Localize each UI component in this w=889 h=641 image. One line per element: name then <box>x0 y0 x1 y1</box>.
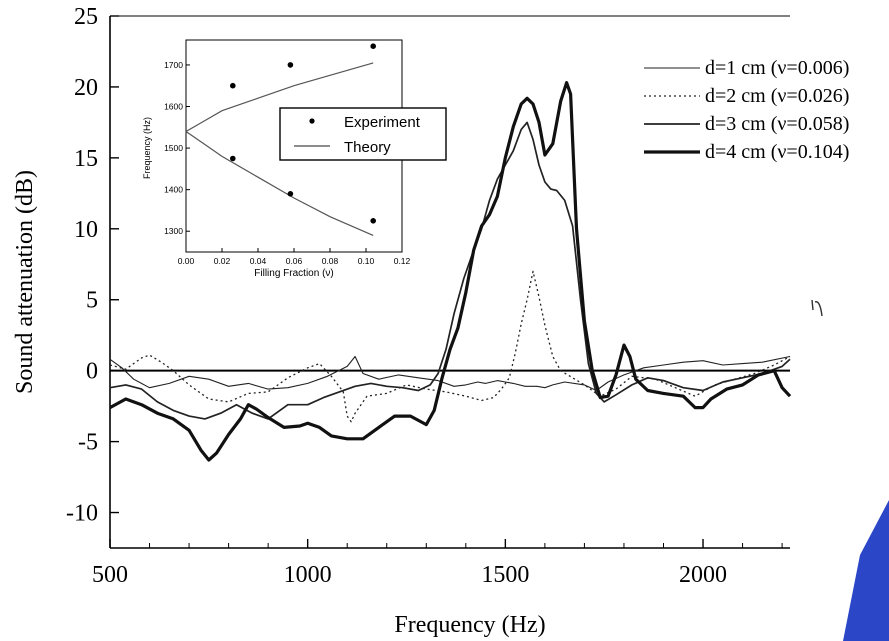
decorative-corner-shape <box>843 500 889 641</box>
inset-legend-box <box>279 107 447 161</box>
main-x-tick-label: 1500 <box>481 562 529 588</box>
inset-y-label: Frequency (Hz) <box>142 117 152 179</box>
main-x-tick-label: 500 <box>92 562 128 588</box>
inset-experiment-point <box>287 62 294 68</box>
main-series <box>109 81 792 462</box>
inset-legend: Experiment Theory <box>279 107 447 161</box>
series-line-1 <box>109 355 791 392</box>
legend-label-4: d=4 cm (ν=0.104) <box>705 141 849 163</box>
inset-x-tick-label: 0.00 <box>178 256 195 266</box>
inset-legend-experiment-marker <box>309 118 315 124</box>
inset-theory-upper <box>185 62 374 133</box>
inset-x-tick-label: 0.04 <box>250 256 267 266</box>
inset-experiment-point <box>370 43 377 49</box>
stray-mark <box>811 299 823 317</box>
main-y-ticks: 25 20 15 10 5 0 -5 -10 <box>66 4 119 527</box>
legend-label-3: d=3 cm (ν=0.058) <box>705 113 849 135</box>
inset-theory-lower <box>185 131 374 236</box>
main-y-tick-label: 25 <box>74 4 98 30</box>
inset-x-label: Filling Fraction (ν) <box>254 268 333 279</box>
legend: d=1 cm (ν=0.006) d=2 cm (ν=0.026) d=3 cm (… <box>644 57 849 163</box>
main-y-tick-label: 15 <box>74 146 98 172</box>
inset-x-tick-label: 0.10 <box>358 256 375 266</box>
inset-theory-lines <box>185 62 374 236</box>
inset-legend-experiment-label: Experiment <box>344 114 421 131</box>
inset-x-tick-label: 0.06 <box>286 256 303 266</box>
main-y-tick-label: 10 <box>74 217 98 243</box>
x-axis-label: Frequency (Hz) <box>394 612 545 638</box>
inset-experiment-point <box>287 191 294 197</box>
inset-x-ticks: 0.00 0.02 0.04 0.06 0.08 0.10 0.12 <box>178 248 411 266</box>
inset-x-tick-label: 0.08 <box>322 256 339 266</box>
inset-experiment-points <box>230 43 377 224</box>
inset-y-tick-label: 1400 <box>164 185 183 195</box>
main-plot: 25 20 15 10 5 0 -5 -10 500 1000 1500 2000 Frequenc… <box>12 4 792 638</box>
main-y-tick-label: -10 <box>66 501 98 527</box>
inset-y-tick-label: 1700 <box>164 60 183 70</box>
inset-x-tick-label: 0.02 <box>214 256 231 266</box>
inset-plot: 0.00 0.02 0.04 0.06 0.08 0.10 0.12 1300 1400 150… <box>142 39 447 279</box>
legend-label-1: d=1 cm (ν=0.006) <box>705 57 849 79</box>
main-x-tick-label: 1000 <box>284 562 332 588</box>
series-line-4 <box>109 81 792 462</box>
inset-experiment-point <box>370 218 377 224</box>
main-x-ticks: 500 1000 1500 2000 <box>92 539 783 588</box>
inset-y-tick-label: 1300 <box>164 226 183 236</box>
inset-experiment-point <box>230 82 236 89</box>
inset-y-tick-label: 1500 <box>164 143 183 153</box>
main-y-tick-label: 5 <box>86 288 98 314</box>
inset-y-ticks: 1300 1400 1500 1600 1700 <box>164 60 190 236</box>
series-line-3 <box>109 121 791 420</box>
main-y-tick-label: 0 <box>86 359 98 385</box>
y-axis-label: Sound attenuation (dB) <box>12 170 38 394</box>
main-y-tick-label: -5 <box>78 430 98 456</box>
main-x-tick-label: 2000 <box>679 562 727 588</box>
legend-label-2: d=2 cm (ν=0.026) <box>705 85 849 107</box>
inset-legend-theory-label: Theory <box>344 139 391 156</box>
inset-experiment-point <box>230 155 236 162</box>
series-line-2 <box>109 270 791 423</box>
main-y-tick-label: 20 <box>74 75 98 101</box>
inset-y-tick-label: 1600 <box>164 102 183 112</box>
inset-x-tick-label: 0.12 <box>394 256 411 266</box>
